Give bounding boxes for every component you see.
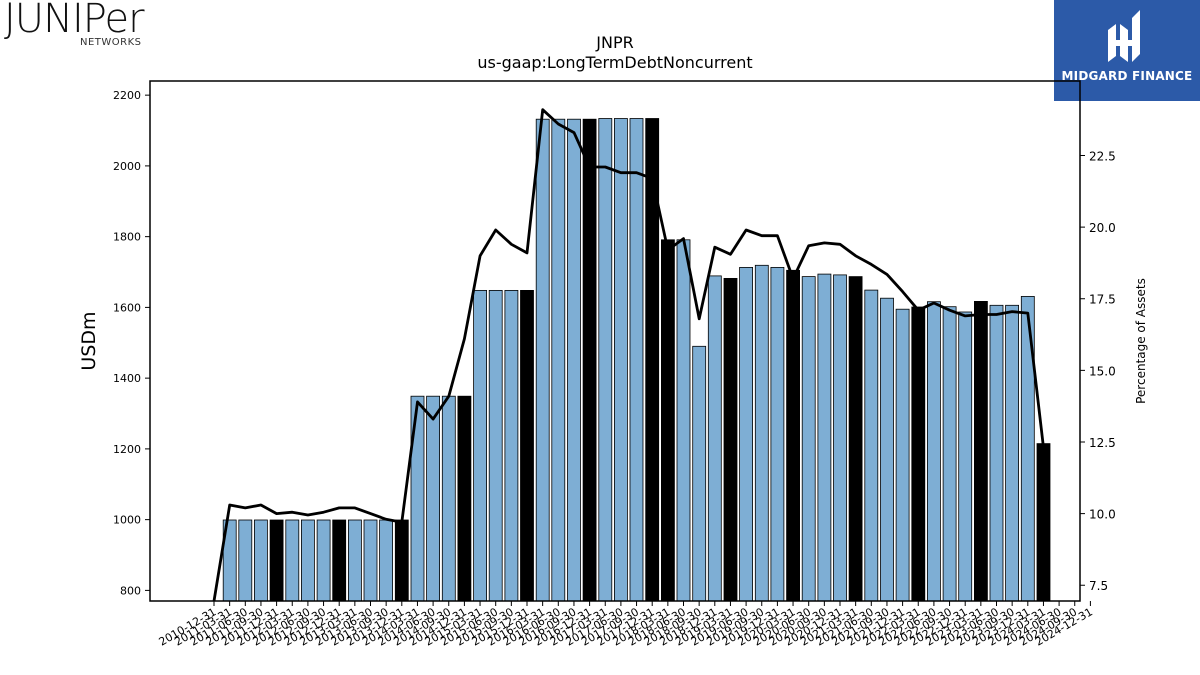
bar-2021-12-31 bbox=[895, 308, 910, 602]
bar-2015-03-31 bbox=[473, 289, 488, 602]
bar-2017-06-30 bbox=[614, 118, 628, 602]
bar-2015-09-30 bbox=[504, 289, 519, 602]
bar-2014-12-31 bbox=[457, 395, 472, 602]
bar-2011-09-30 bbox=[253, 519, 268, 602]
midgard-finance-logo: MIDGARD FINANCE bbox=[1054, 0, 1200, 101]
bar-2019-09-30 bbox=[754, 264, 769, 602]
juniper-logo-text: JUNIPer bbox=[4, 0, 145, 42]
bar-2023-03-31 bbox=[974, 300, 988, 602]
bar-2021-06-30 bbox=[864, 289, 879, 602]
line-layer bbox=[212, 108, 1045, 602]
bar-2014-09-30 bbox=[441, 395, 456, 602]
bar-2015-06-30 bbox=[488, 289, 503, 602]
bar-2018-03-31 bbox=[661, 239, 675, 602]
y2-tick-label: 17.5 bbox=[1089, 293, 1116, 307]
y-tick-label: 800 bbox=[120, 584, 141, 597]
y2-tick-label: 10.0 bbox=[1089, 508, 1116, 522]
y-tick-label: 2000 bbox=[113, 160, 141, 173]
y-tick-label: 1800 bbox=[113, 231, 141, 244]
y2-tick-label: 20.0 bbox=[1089, 221, 1116, 235]
y2-tick-label: 12.5 bbox=[1089, 436, 1116, 450]
y-axis-label: USDm bbox=[78, 311, 100, 370]
bar-2012-06-30 bbox=[300, 519, 315, 602]
midgard-emblem-icon bbox=[1108, 10, 1140, 62]
midgard-finance-text: MIDGARD FINANCE bbox=[1061, 69, 1193, 83]
bar-2016-09-30 bbox=[567, 118, 581, 602]
y-tick-label: 2200 bbox=[113, 89, 141, 102]
percentage-line bbox=[212, 108, 1045, 602]
bar-2011-12-31 bbox=[269, 519, 284, 602]
bar-2019-06-30 bbox=[739, 266, 753, 602]
bar-2013-06-30 bbox=[363, 519, 378, 602]
bar-2017-03-31 bbox=[598, 118, 613, 602]
bar-2018-12-31 bbox=[707, 275, 722, 602]
bar-2020-09-30 bbox=[817, 273, 832, 602]
bar-2021-03-31 bbox=[848, 276, 863, 602]
bar-2017-09-30 bbox=[629, 118, 644, 602]
y-tick-label: 1200 bbox=[113, 443, 141, 456]
bar-2023-09-30 bbox=[1005, 304, 1019, 602]
bar-2021-09-30 bbox=[880, 297, 894, 602]
bar-2016-03-31 bbox=[535, 118, 550, 602]
y2-tick-label: 22.5 bbox=[1089, 149, 1116, 163]
bar-2020-06-30 bbox=[801, 276, 816, 602]
bar-2011-06-30 bbox=[238, 519, 253, 602]
chart-subtitle: us-gaap:LongTermDebtNoncurrent bbox=[477, 53, 752, 72]
y2-tick-label: 15.0 bbox=[1089, 364, 1116, 378]
bar-2013-09-30 bbox=[379, 519, 394, 602]
bar-2024-03-31 bbox=[1036, 443, 1051, 602]
bar-2022-03-31 bbox=[911, 306, 926, 602]
bar-2013-12-31 bbox=[394, 519, 409, 602]
x-axis: 2010-12-312011-03-312011-06-302011-09-30… bbox=[157, 601, 1095, 649]
bar-2018-06-30 bbox=[676, 239, 691, 602]
bar-2012-09-30 bbox=[316, 519, 331, 602]
bar-2016-12-31 bbox=[582, 118, 597, 602]
juniper-logo-subtext: NETWORKS bbox=[80, 37, 142, 48]
bar-2022-12-31 bbox=[958, 311, 973, 602]
y2-axis-label: Percentage of Assets bbox=[1134, 278, 1148, 404]
y-tick-label: 1000 bbox=[113, 514, 141, 527]
bar-2017-12-31 bbox=[645, 118, 660, 602]
bar-2022-09-30 bbox=[942, 306, 957, 602]
chart-title: JNPR bbox=[595, 33, 633, 52]
bar-2019-03-31 bbox=[723, 277, 738, 602]
bar-2023-06-30 bbox=[989, 304, 1004, 602]
bar-2015-12-31 bbox=[520, 289, 534, 602]
y-tick-label: 1400 bbox=[113, 372, 141, 385]
bar-2016-06-30 bbox=[551, 118, 566, 602]
bar-2013-03-31 bbox=[347, 519, 362, 602]
bar-2020-12-31 bbox=[833, 274, 847, 602]
plot-frame bbox=[149, 80, 1081, 602]
bar-2019-12-31 bbox=[770, 266, 785, 602]
y2-tick-label: 7.5 bbox=[1089, 579, 1108, 593]
y-axis-left: 800 1000 1200 1400 1600 1800 2000 2200 bbox=[113, 89, 150, 597]
bars-layer bbox=[222, 118, 1051, 602]
bar-2020-03-31 bbox=[786, 269, 800, 602]
bar-2018-09-30 bbox=[692, 345, 707, 602]
bar-2012-03-31 bbox=[285, 519, 300, 602]
y-tick-label: 1600 bbox=[113, 301, 141, 314]
bar-2022-06-30 bbox=[927, 301, 941, 602]
juniper-logo: JUNIPer NETWORKS bbox=[4, 0, 164, 50]
bar-2012-12-31 bbox=[332, 519, 347, 602]
bar-2014-06-30 bbox=[426, 395, 441, 602]
y-axis-right: 7.5 10.0 12.5 15.0 17.5 20.0 22.5 bbox=[1080, 149, 1116, 593]
